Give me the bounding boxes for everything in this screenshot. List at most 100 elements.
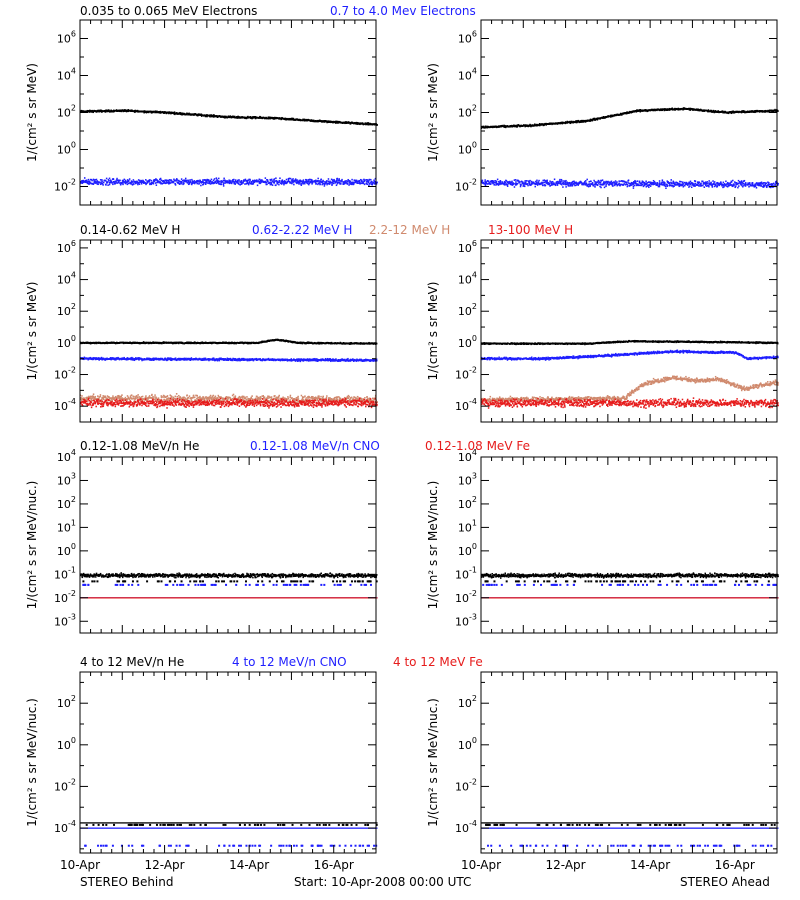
data-point bbox=[106, 181, 109, 183]
y-tick-label: 102 bbox=[458, 104, 477, 120]
data-point bbox=[225, 115, 227, 118]
data-point bbox=[716, 186, 718, 188]
data-point bbox=[359, 178, 362, 181]
data-point bbox=[324, 120, 326, 122]
data-point bbox=[706, 181, 708, 183]
data-point bbox=[258, 178, 261, 181]
data-point bbox=[259, 182, 262, 184]
data-point bbox=[614, 180, 617, 182]
data-point bbox=[338, 178, 340, 180]
data-point bbox=[538, 179, 540, 182]
data-point bbox=[106, 109, 108, 112]
data-point bbox=[176, 178, 178, 181]
data-point bbox=[122, 179, 124, 182]
data-point bbox=[264, 117, 266, 120]
data-point bbox=[497, 184, 500, 186]
data-point bbox=[608, 115, 611, 118]
data-point bbox=[278, 183, 280, 186]
data-point bbox=[326, 121, 328, 124]
data-point bbox=[138, 181, 140, 184]
data-point bbox=[551, 122, 553, 125]
data-point bbox=[163, 180, 165, 182]
data-point bbox=[680, 180, 682, 183]
data-point bbox=[81, 180, 83, 182]
data-point bbox=[150, 112, 153, 114]
data-point bbox=[251, 117, 253, 120]
data-point bbox=[368, 184, 370, 187]
data-point bbox=[170, 182, 172, 184]
data-point bbox=[172, 358, 175, 361]
data-point bbox=[276, 117, 279, 119]
data-point bbox=[284, 181, 287, 184]
data-point bbox=[115, 109, 118, 111]
data-point bbox=[204, 183, 207, 185]
data-point bbox=[631, 111, 634, 113]
data-point bbox=[276, 180, 279, 183]
data-point bbox=[283, 180, 286, 182]
data-point bbox=[612, 183, 614, 185]
data-point bbox=[366, 180, 368, 183]
data-point bbox=[490, 125, 493, 128]
data-point bbox=[143, 111, 146, 114]
data-point bbox=[316, 180, 319, 182]
data-point bbox=[139, 181, 142, 183]
data-point bbox=[589, 180, 592, 183]
data-point bbox=[583, 121, 585, 123]
data-point bbox=[208, 182, 210, 185]
data-point bbox=[315, 180, 317, 183]
data-point bbox=[341, 178, 343, 181]
data-point bbox=[220, 181, 223, 184]
data-point bbox=[684, 107, 686, 110]
data-point bbox=[365, 342, 368, 344]
data-point bbox=[285, 178, 288, 181]
data-point bbox=[251, 341, 253, 344]
data-point bbox=[524, 124, 526, 126]
data-point bbox=[649, 185, 652, 187]
data-point bbox=[315, 179, 317, 182]
data-point bbox=[705, 109, 707, 112]
data-point bbox=[348, 180, 351, 183]
series-title: 0.7 to 4.0 Mev Electrons bbox=[330, 4, 476, 18]
data-point bbox=[136, 180, 138, 183]
series-title: 0.035 to 0.065 MeV Electrons bbox=[80, 4, 257, 18]
data-point bbox=[232, 180, 235, 183]
data-point bbox=[760, 181, 763, 184]
data-point bbox=[275, 117, 278, 119]
data-point bbox=[138, 179, 141, 182]
data-point bbox=[612, 185, 614, 187]
data-point bbox=[96, 110, 98, 112]
data-point bbox=[524, 125, 527, 127]
data-point bbox=[279, 177, 281, 180]
data-point bbox=[117, 179, 119, 182]
data-point bbox=[653, 180, 656, 183]
data-point bbox=[240, 180, 243, 182]
data-point bbox=[102, 184, 104, 186]
data-point bbox=[182, 183, 184, 186]
data-point bbox=[556, 182, 558, 185]
data-point bbox=[577, 119, 580, 122]
data-point bbox=[358, 180, 360, 182]
data-point bbox=[294, 119, 297, 121]
data-point bbox=[280, 183, 283, 185]
y-tick-label: 100 bbox=[57, 141, 76, 157]
data-point bbox=[701, 109, 703, 112]
data-point bbox=[283, 180, 285, 183]
data-point bbox=[677, 107, 680, 110]
data-point bbox=[115, 182, 117, 184]
data-point bbox=[351, 183, 353, 186]
data-point bbox=[298, 179, 300, 182]
data-point bbox=[118, 180, 120, 182]
data-point bbox=[710, 109, 713, 112]
data-point bbox=[372, 123, 375, 126]
data-point bbox=[269, 183, 272, 186]
data-point bbox=[85, 180, 87, 183]
data-point bbox=[302, 181, 305, 183]
data-point bbox=[264, 180, 267, 183]
data-point bbox=[322, 180, 324, 183]
data-point bbox=[300, 184, 303, 186]
data-point bbox=[596, 184, 599, 187]
data-point bbox=[527, 183, 529, 185]
data-point bbox=[343, 121, 345, 124]
data-point bbox=[123, 181, 126, 183]
